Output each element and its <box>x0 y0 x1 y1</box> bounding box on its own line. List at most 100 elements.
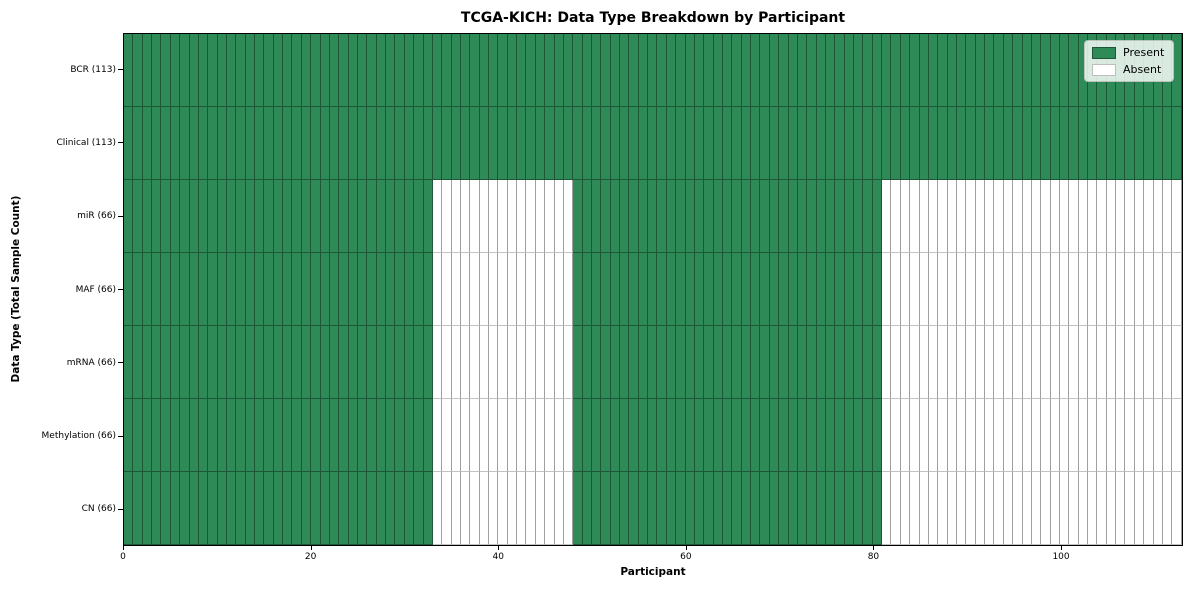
cell-present <box>554 107 564 180</box>
cell-absent <box>517 472 527 545</box>
cell-present <box>882 107 892 180</box>
cell-present <box>723 326 733 399</box>
cell-absent <box>526 253 536 326</box>
cell-absent <box>1003 472 1014 545</box>
cell-absent <box>966 253 976 326</box>
cell-present <box>489 34 499 107</box>
cell-absent <box>470 326 480 399</box>
cell-present <box>741 253 752 326</box>
cell-present <box>152 107 162 180</box>
cell-present <box>170 180 181 253</box>
cell-present <box>966 34 976 107</box>
cell-present <box>956 107 967 180</box>
cell-present <box>732 326 742 399</box>
cell-present <box>648 253 658 326</box>
cell-absent <box>554 326 564 399</box>
cell-present <box>367 107 377 180</box>
cell-present <box>226 107 237 180</box>
cell-absent <box>900 472 911 545</box>
cell-present <box>573 34 583 107</box>
cell-present <box>217 326 227 399</box>
cell-absent <box>994 180 1004 253</box>
cell-present <box>919 107 929 180</box>
cell-present <box>423 107 433 180</box>
cell-present <box>264 399 274 472</box>
cell-absent <box>1069 180 1079 253</box>
legend-item-present: Present <box>1092 46 1164 59</box>
cell-present <box>620 34 630 107</box>
cell-present <box>573 253 583 326</box>
cell-present <box>844 180 855 253</box>
cell-present <box>732 253 742 326</box>
cell-present <box>170 399 181 472</box>
cell-present <box>844 107 855 180</box>
cell-present <box>386 107 396 180</box>
cell-present <box>1031 107 1042 180</box>
cell-present <box>835 399 845 472</box>
cell-present <box>124 472 134 545</box>
cell-present <box>835 472 845 545</box>
cell-absent <box>1125 399 1135 472</box>
cell-present <box>694 180 705 253</box>
cell-present <box>161 34 171 107</box>
cell-present <box>900 107 911 180</box>
cell-present <box>339 34 349 107</box>
cell-present <box>582 253 592 326</box>
cell-absent <box>919 326 929 399</box>
cell-present <box>751 399 761 472</box>
cell-absent <box>882 326 892 399</box>
cell-present <box>825 253 836 326</box>
cell-absent <box>975 253 986 326</box>
cell-present <box>704 34 714 107</box>
cell-absent <box>545 399 555 472</box>
cell-present <box>451 34 461 107</box>
cell-present <box>666 399 677 472</box>
cell-present <box>367 399 377 472</box>
cell-absent <box>1097 253 1107 326</box>
cell-absent <box>545 253 555 326</box>
cell-present <box>460 107 471 180</box>
cell-absent <box>1116 399 1126 472</box>
cell-absent <box>1013 326 1023 399</box>
cell-absent <box>1041 472 1051 545</box>
cell-present <box>573 472 583 545</box>
heatmap-row <box>124 107 1182 180</box>
cell-absent <box>1069 472 1079 545</box>
cell-absent <box>1172 180 1182 253</box>
cell-present <box>311 472 321 545</box>
cell-present <box>301 253 312 326</box>
cell-present <box>713 34 723 107</box>
cell-absent <box>1162 180 1173 253</box>
cell-present <box>732 107 742 180</box>
cell-absent <box>1041 399 1051 472</box>
cell-present <box>142 399 153 472</box>
y-tick-label: Clinical (113) <box>56 137 116 148</box>
cell-present <box>975 34 986 107</box>
cell-present <box>741 399 752 472</box>
cell-absent <box>975 399 986 472</box>
cell-present <box>610 253 621 326</box>
cell-present <box>1097 107 1107 180</box>
cell-absent <box>470 399 480 472</box>
cell-present <box>657 34 667 107</box>
cell-absent <box>442 472 452 545</box>
cell-absent <box>1162 472 1173 545</box>
cell-absent <box>956 180 967 253</box>
cell-present <box>676 180 686 253</box>
cell-present <box>582 472 592 545</box>
cell-present <box>395 253 405 326</box>
cell-present <box>479 107 490 180</box>
cell-present <box>620 399 630 472</box>
cell-absent <box>947 253 957 326</box>
cell-present <box>666 107 677 180</box>
cell-absent <box>470 180 480 253</box>
cell-present <box>236 399 246 472</box>
cell-absent <box>489 253 499 326</box>
cell-present <box>404 399 415 472</box>
cell-present <box>255 326 265 399</box>
cell-absent <box>517 399 527 472</box>
cell-present <box>395 107 405 180</box>
cell-absent <box>994 472 1004 545</box>
y-tick-mark <box>118 289 123 290</box>
